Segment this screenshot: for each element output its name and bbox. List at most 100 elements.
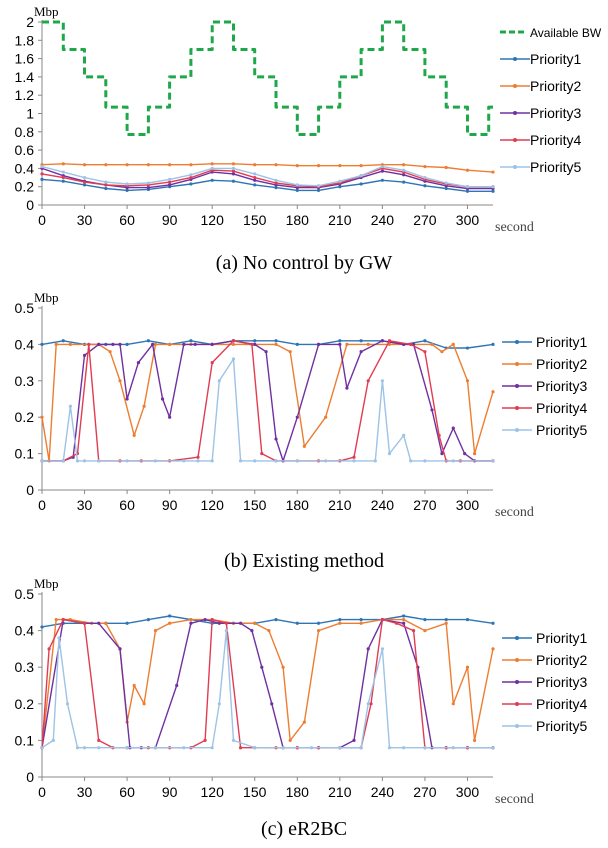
chart1-data-point [125,459,129,463]
chart2-data-point [288,738,292,742]
chart2-data-point [168,621,172,625]
chart1-data-point [359,339,363,343]
chart0-data-point [316,188,321,192]
chart2-data-point [118,647,122,651]
chart0-legend-marker [513,57,517,61]
chart0-data-point [146,181,150,185]
chart0-y-tick-label: 1.6 [15,51,35,67]
chart2-x-tick-label: 60 [119,784,135,800]
chart1-data-point [196,455,200,459]
chart2-data-point [316,621,321,625]
chart1-x-unit-label: second [495,505,534,520]
chart0-data-point [491,170,495,174]
chart2-series-line-priority1 [41,615,494,628]
chart0-x-tick-label: 180 [286,212,310,228]
chart2-y-tick-label: 0.2 [15,696,35,712]
chart0-data-point [359,182,363,186]
caption-a: (a) No control by GW [215,252,393,274]
chart0-data-point [274,178,278,182]
chart2-x-tick-label: 30 [77,784,93,800]
chart0-legend-marker [513,165,517,169]
chart2-data-point [369,702,373,706]
chart0-data-point [402,180,406,184]
chart1-legend-marker [515,362,519,366]
chart1-legend-marker [515,406,519,410]
chart0-data-point [465,189,470,193]
chart2-data-point [338,746,342,750]
chart0-x-tick-label: 210 [328,212,352,228]
chart2-legend-label: Priority5 [536,718,588,734]
chart2-series-line-priority4 [41,618,493,749]
chart2-data-point [359,618,363,622]
chart1-data-point [409,459,413,463]
chart1-legend-label: Priority5 [536,422,588,438]
chart0-data-point [61,170,65,174]
chart1-data-point [40,342,44,346]
chart2-y-tick-label: 0.4 [15,623,35,639]
chart1-data-point [40,459,44,463]
chart0-y-tick-label: 1.4 [15,69,35,85]
chart0-data-point [444,181,448,185]
chart1-data-point [182,459,186,463]
chart1-x-tick-label: 180 [286,497,310,513]
chart1-data-point [274,339,278,343]
chart0-data-point [491,185,495,189]
chart1-data-point [40,415,44,419]
chart1-legend-marker [515,340,519,344]
chart1-data-point [132,433,136,437]
chart2-data-point [402,618,406,622]
chart2-data-point [491,621,495,625]
chart1-data-point [125,342,129,346]
chart2-data-point [394,621,399,625]
chart0-data-point [125,188,129,192]
chart2-legend-marker [515,724,519,728]
chart1-data-point [189,339,193,343]
chart0-series-line-priority1 [41,178,493,193]
chart1-data-point [352,459,356,463]
chart1-y-tick-label: 0.1 [15,446,35,462]
caption-c: (c) eR2BC [260,818,348,840]
chart2-data-point [352,738,356,742]
chart1-data-point [274,342,278,346]
chart2-data-point [40,746,44,750]
chart0-data-point [253,175,257,180]
chart0-data-point [359,174,363,178]
chart1-data-point [359,350,363,354]
chart2-data-point [359,621,363,625]
chart0-data-point [40,172,44,176]
chart1-data-point [387,339,392,343]
chart1-data-point [217,379,221,383]
chart2-data-point [47,647,51,651]
chart1-data-point [295,459,299,463]
chart0-data-point [423,184,427,188]
chart1-legend-marker [515,384,519,388]
chart1-data-point [295,415,299,419]
chart2-y-tick-label: 0.1 [15,732,35,748]
chart1-data-point [231,339,236,343]
chart2-y-tick-label: 0 [26,769,34,785]
chart0-data-point [402,168,406,172]
chart2-data-point [224,621,228,625]
chart2-y-tick-label: 0.5 [15,586,35,602]
chart2-data-point [104,621,108,625]
chart0-data-point [210,166,214,170]
chart0-data-point [465,168,470,172]
chart1-data-point [253,339,257,343]
chart2-y-tick-label: 0.3 [15,659,35,675]
chart1-data-point [151,342,155,346]
chart2-data-point [316,629,321,633]
chart2-data-point [97,738,101,742]
chart1-data-point [210,361,214,365]
chart1-data-point [196,459,200,463]
chart1-data-point [253,342,257,346]
chart0-data-point [189,175,193,180]
chart2-data-point [203,738,207,742]
chart2-data-point [189,618,193,622]
chart2-data-point [153,629,158,633]
chart2-data-point [260,665,264,669]
chart0-data-point [61,162,65,166]
chart0-x-tick-label: 90 [162,212,178,228]
chart1-data-point [118,342,122,346]
chart2-data-point [61,618,65,622]
chart0-data-point [274,163,278,167]
